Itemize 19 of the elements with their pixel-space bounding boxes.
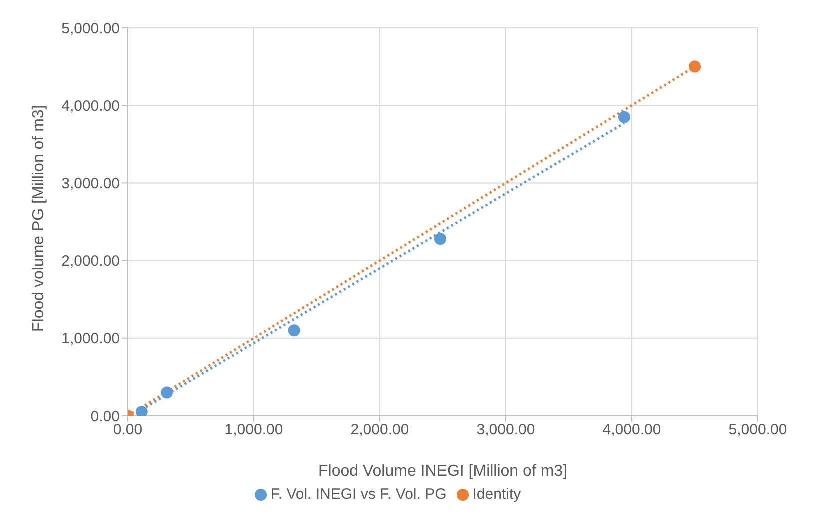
point [288, 324, 300, 337]
y-tick-label: 3,000.00 [62, 176, 120, 193]
point [434, 233, 446, 246]
legend-label: Identity [472, 486, 522, 503]
point [618, 111, 630, 124]
point [161, 386, 174, 399]
y-tick-label: 5,000.00 [62, 20, 120, 38]
x-axis-title: Flood Volume INEGI [Million of m3] [318, 463, 568, 480]
y-tick-label: 1,000.00 [62, 330, 120, 348]
y-tick-label: 2,000.00 [62, 253, 120, 270]
legend-label: F. Vol. INEGI vs F. Vol. PG [270, 486, 447, 503]
y-axis-title: Flood volume PG [Million of m3] [30, 105, 48, 332]
x-tick-label: 3,000.00 [476, 422, 536, 439]
x-tick-label: 5,000.00 [728, 422, 788, 439]
x-tick-label: 2,000.00 [350, 422, 410, 439]
y-tick-label: 4,000.00 [62, 98, 120, 115]
x-tick-label: 4,000.00 [602, 422, 662, 439]
x-tick-label: 1,000.00 [224, 422, 284, 439]
point [689, 60, 701, 73]
